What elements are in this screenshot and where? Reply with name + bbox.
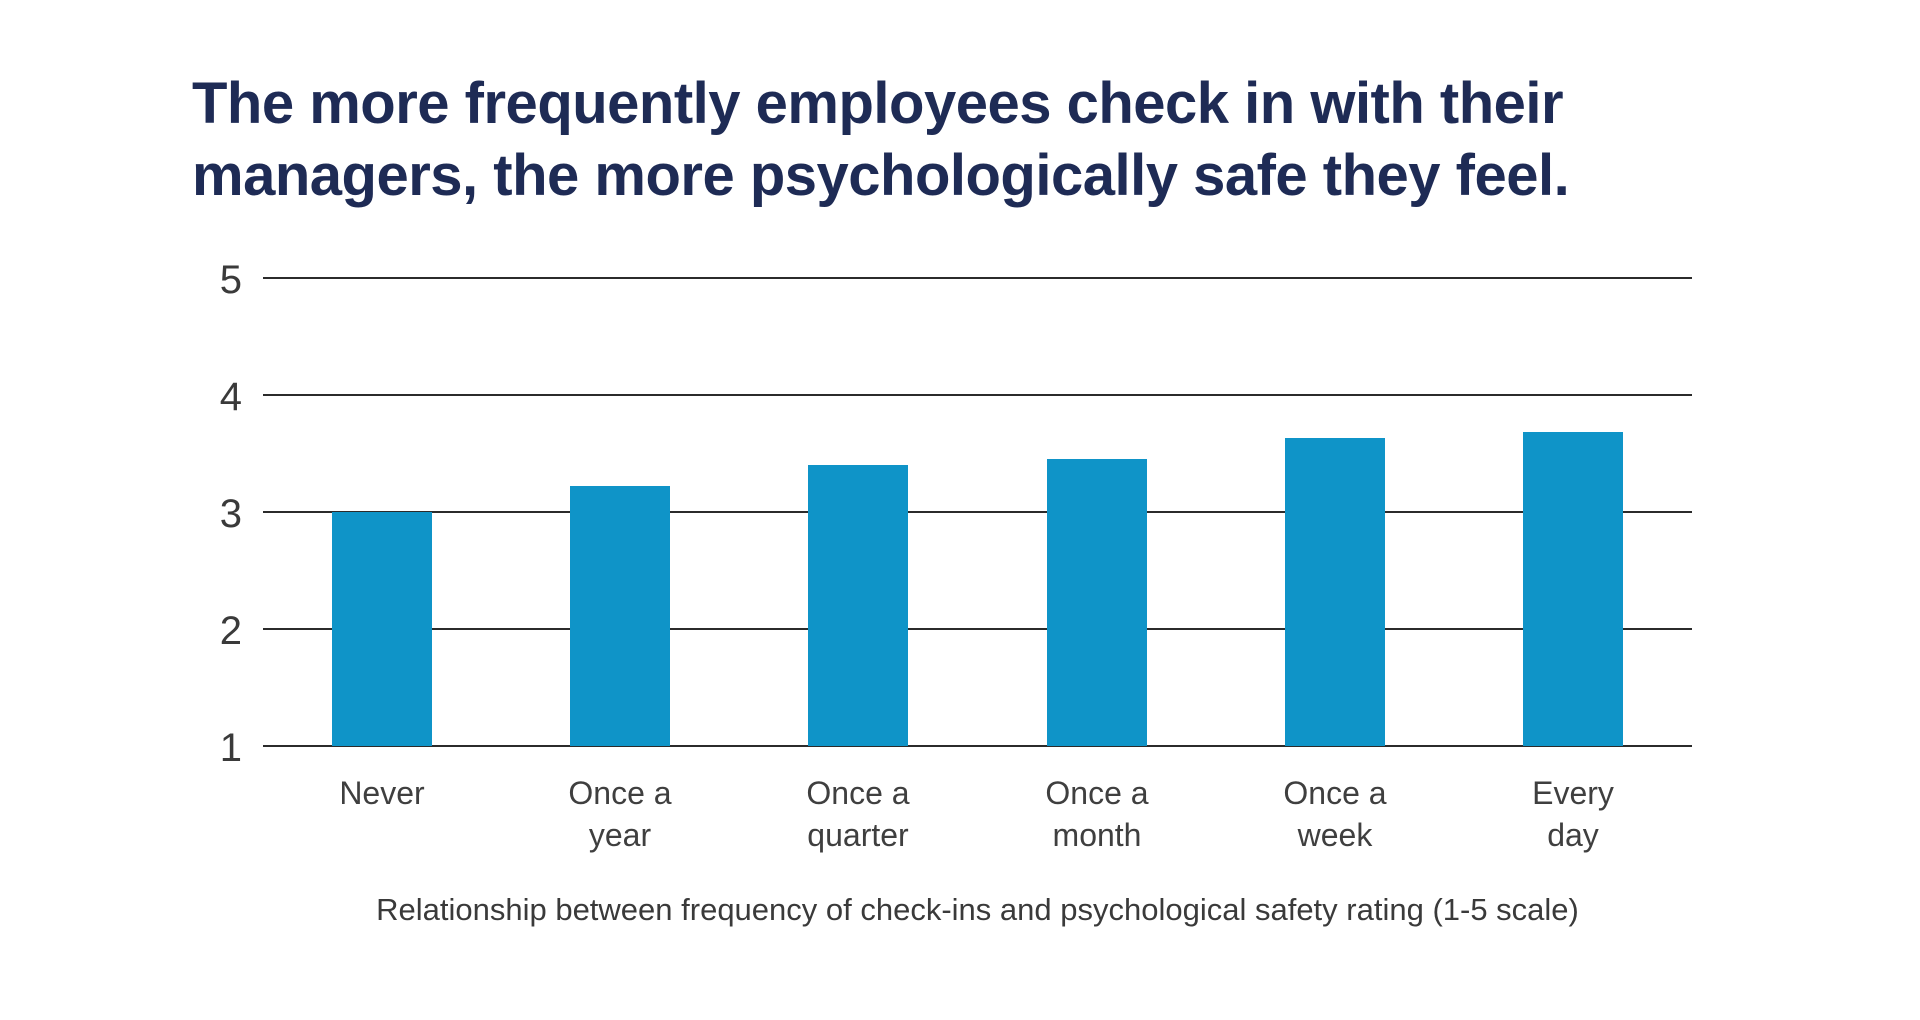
chart-caption: Relationship between frequency of check-… — [376, 892, 1579, 927]
y-tick-label-5: 5 — [219, 258, 242, 302]
chart-title: The more frequently employees check in w… — [192, 71, 1570, 208]
gridline-y-5 — [263, 277, 1692, 279]
bar-chart-plot-area: 1 2 3 4 5 Never Once a year Once a quarter Once … — [220, 260, 1692, 853]
x-tick-label-once-a-year: Once a year — [568, 775, 672, 853]
y-tick-label-4: 4 — [219, 375, 242, 419]
bar-once-a-year — [570, 486, 670, 746]
bar-once-a-week — [1285, 438, 1385, 746]
x-tick-label-once-a-week: Once a week — [1283, 775, 1387, 853]
bar-every-day — [1523, 432, 1623, 746]
bar-once-a-quarter — [808, 465, 908, 746]
y-tick-label-1: 1 — [219, 726, 242, 770]
x-tick-label-once-a-month: Once a month — [1045, 775, 1149, 853]
x-tick-label-every-day: Every day — [1532, 775, 1614, 853]
gridline-y-1 — [263, 745, 1692, 747]
x-tick-label-once-a-quarter: Once a quarter — [806, 775, 910, 853]
gridline-y-2 — [263, 628, 1692, 630]
bar-once-a-month — [1047, 459, 1147, 746]
gridline-y-4 — [263, 394, 1692, 396]
bar-never — [332, 512, 432, 746]
gridline-y-3 — [263, 511, 1692, 513]
y-tick-label-3: 3 — [219, 492, 242, 536]
y-tick-label-2: 2 — [219, 609, 242, 653]
x-tick-label-never: Never — [339, 775, 425, 811]
